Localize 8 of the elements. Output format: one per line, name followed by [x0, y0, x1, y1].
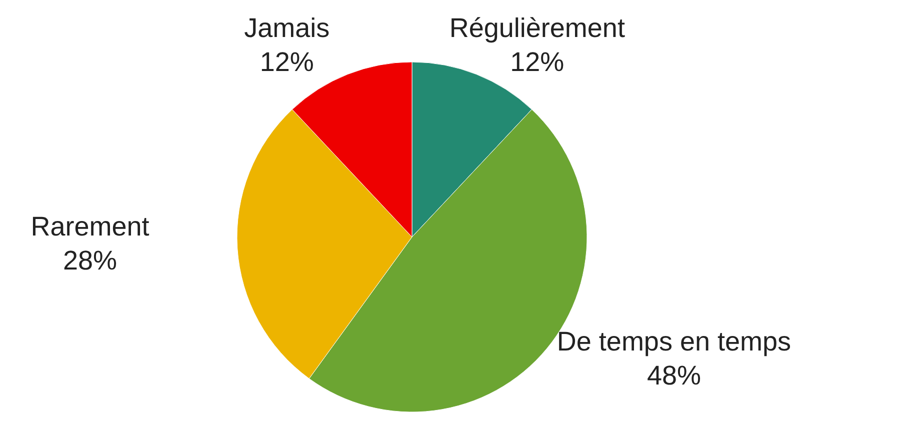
data-label: 28%: [62, 246, 118, 276]
slice-label: Régulièrement: [449, 13, 626, 44]
slice-label: Rarement: [30, 212, 150, 242]
data-label: 12%: [510, 47, 564, 78]
data-label: 48%: [646, 360, 701, 390]
data-label: 12%: [260, 47, 314, 78]
slice-label: Jamais: [244, 13, 330, 44]
slice-label: De temps en temps: [556, 326, 792, 356]
